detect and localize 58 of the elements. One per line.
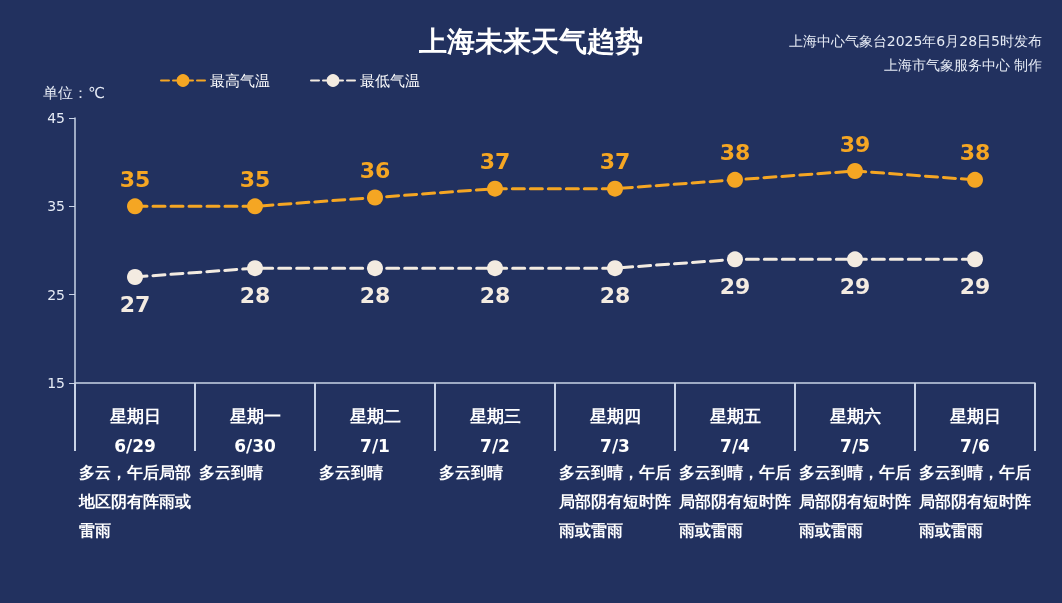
x-tick-label: 星期四 7/3	[588, 406, 641, 456]
data-label: 35	[239, 166, 271, 192]
point	[847, 163, 863, 179]
y-tick-label: 35	[47, 198, 65, 215]
data-label: 35	[119, 166, 151, 192]
data-label: 29	[839, 273, 871, 299]
text: 多云到晴	[199, 463, 263, 482]
point	[127, 198, 143, 215]
point	[727, 171, 743, 188]
x-tick-label: 星期日 6/29	[108, 406, 161, 456]
point	[967, 251, 983, 268]
y-tick-label: 45	[47, 110, 65, 126]
x-tick-label: 星期二 7/1	[348, 406, 401, 456]
point	[367, 260, 383, 277]
data-label: 38	[719, 140, 751, 166]
x-tick-label: 星期三 7/2	[468, 406, 521, 456]
point	[967, 171, 983, 188]
point	[367, 189, 383, 206]
data-label: 37	[479, 149, 511, 175]
data-label: 29	[719, 273, 751, 299]
point	[487, 260, 503, 277]
point	[847, 251, 863, 268]
point	[727, 251, 743, 268]
data-label: 37	[599, 149, 631, 175]
text: 多云到晴，午后局部阴有短时阵雨或雷雨	[558, 463, 671, 540]
point	[607, 260, 623, 277]
data-label: 28	[599, 282, 631, 308]
data-label: 36	[359, 158, 391, 183]
text: 多云到晴，午后局部阴有短时阵雨或雷雨	[678, 463, 791, 540]
point	[247, 260, 263, 277]
data-label: 39	[839, 131, 871, 157]
data-label: 38	[959, 140, 991, 166]
y-axis-title: 单位：℃	[43, 83, 105, 102]
legend-label: 最低气温	[360, 71, 420, 90]
data-label: 28	[479, 282, 511, 308]
text: 多云到晴	[439, 463, 503, 482]
text: 多云到晴，午后局部阴有短时阵雨或雷雨	[798, 463, 911, 540]
x-tick-label: 星期日 7/6	[948, 406, 1001, 456]
point	[607, 180, 623, 197]
data-label: 27	[119, 291, 151, 317]
text: 上海中心气象台2025年6月28日5时发布	[788, 33, 1043, 49]
text: 上海市气象服务中心 制作	[883, 57, 1042, 73]
point	[487, 180, 503, 197]
y-tick-label: 25	[47, 286, 65, 303]
point	[127, 269, 143, 285]
text: 多云，午后局部地区阴有阵雨或雷雨	[78, 463, 191, 540]
point	[247, 198, 263, 215]
data-label: 28	[239, 282, 271, 308]
y-tick-label: 15	[47, 375, 65, 391]
text: 多云到晴，午后局部阴有短时阵雨或雷雨	[918, 463, 1031, 540]
text: 多云到晴	[319, 463, 383, 482]
data-label: 29	[959, 273, 991, 299]
chart-title: 上海未来天气趋势	[418, 24, 643, 58]
x-tick-label: 星期一 6/30	[228, 406, 281, 456]
x-tick-label: 星期五 7/4	[708, 406, 761, 456]
x-tick-label: 星期六 7/5	[828, 406, 881, 456]
legend-label: 最高气温	[210, 71, 270, 90]
data-label: 28	[359, 282, 391, 308]
